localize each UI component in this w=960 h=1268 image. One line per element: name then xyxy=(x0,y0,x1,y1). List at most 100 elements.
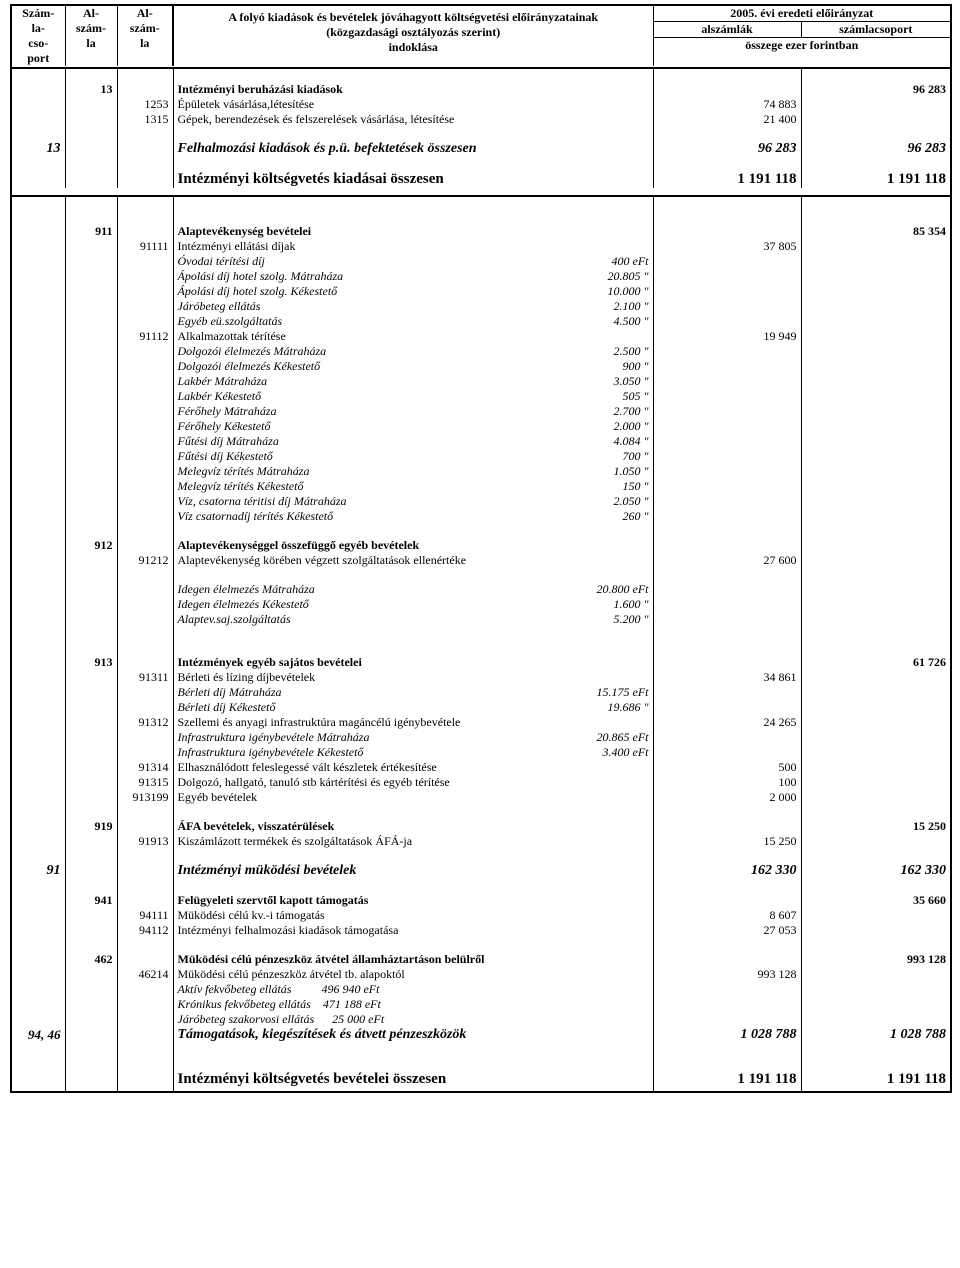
row-919: 919 ÁFA bevételek, visszatérülések 15 25… xyxy=(11,819,951,834)
v1: 15 250 xyxy=(653,834,801,849)
hdr-col1-3: cso- xyxy=(12,36,65,51)
row-462: 462 Müködési célú pénzeszköz átvétel áll… xyxy=(11,952,951,967)
row-91-total: 91 Intézményi müködési bevételek 162 330… xyxy=(11,863,951,879)
row-91314: 91314 Elhasználódott feleslegessé vált k… xyxy=(11,760,951,775)
v2: 1 191 118 xyxy=(801,171,951,188)
detail-row: Férőhely Kékestető2.000 " xyxy=(11,419,951,434)
detail-row: Dolgozói élelmezés Mátraháza2.500 " xyxy=(11,344,951,359)
row-13-header: 13 Intézményi beruházási kiadások 96 283 xyxy=(11,82,951,97)
desc: Bérleti és lízing díjbevételek xyxy=(173,670,653,685)
row-1315: 1315 Gépek, berendezések és felszerelése… xyxy=(11,112,951,127)
row-912: 912 Alaptevékenységgel összefüggő egyéb … xyxy=(11,538,951,553)
c2: 919 xyxy=(65,819,117,834)
desc: Intézményi ellátási díjak xyxy=(173,239,653,254)
hdr-title1: A folyó kiadások és bevételek jóváhagyot… xyxy=(174,10,653,25)
v2: 1 028 788 xyxy=(801,1027,951,1043)
hdr-col2-2: szám- xyxy=(66,21,117,36)
v1: 27 053 xyxy=(653,923,801,938)
v1: 100 xyxy=(653,775,801,790)
v1: 2 000 xyxy=(653,790,801,805)
desc: Támogatások, kiegészítések és átvett pén… xyxy=(173,1027,653,1043)
hdr-col2-3: la xyxy=(66,36,117,51)
c3: 1253 xyxy=(117,97,173,112)
v2: 1 191 118 xyxy=(801,1071,951,1088)
c3: 94111 xyxy=(117,908,173,923)
c2: 911 xyxy=(65,224,117,239)
detail-row: Víz csatornadíj térítés Kékestető260 " xyxy=(11,509,951,524)
v2: 85 354 xyxy=(801,224,951,239)
c3: 94112 xyxy=(117,923,173,938)
hdr-sub3: összege ezer forintban xyxy=(653,38,951,67)
desc: Szellemi és anyagi infrastruktúra magánc… xyxy=(173,715,653,730)
v1: 8 607 xyxy=(653,908,801,923)
hdr-title2: (közgazdasági osztályozás szerint) xyxy=(174,25,653,40)
detail-row: Melegvíz térítés Mátraháza1.050 " xyxy=(11,464,951,479)
c3: 913199 xyxy=(117,790,173,805)
v2: 993 128 xyxy=(801,952,951,967)
v1: 1 191 118 xyxy=(653,1071,801,1088)
c1: 13 xyxy=(11,141,65,157)
c2: 13 xyxy=(65,82,117,97)
row-bevetel-osszesen: Intézményi költségvetés bevételei összes… xyxy=(11,1071,951,1088)
detail-row: Víz, csatorna téritisi díj Mátraháza2.05… xyxy=(11,494,951,509)
c2: 912 xyxy=(65,538,117,553)
detail-row: Óvodai térítési díj400 eFt xyxy=(11,254,951,269)
c3: 91112 xyxy=(117,329,173,344)
desc: Alaptevékenység körében végzett szolgált… xyxy=(173,553,653,568)
c3: 91314 xyxy=(117,760,173,775)
detail-row: Infrastruktura igénybevétele Mátraháza20… xyxy=(11,730,951,745)
hdr-col2-1: Al- xyxy=(66,6,117,21)
desc: Intézményi müködési bevételek xyxy=(173,863,653,879)
desc: Alaptevékenységgel összefüggő egyéb bevé… xyxy=(173,538,653,553)
v2: 96 283 xyxy=(801,82,951,97)
v1: 993 128 xyxy=(653,967,801,982)
v1: 162 330 xyxy=(653,863,801,879)
detail-row: Bérleti díj Kékestető19.686 " xyxy=(11,700,951,715)
desc: Elhasználódott feleslegessé vált készlet… xyxy=(173,760,653,775)
v1: 34 861 xyxy=(653,670,801,685)
detail-row: Krónikus fekvőbeteg ellátás 471 188 eFt xyxy=(11,997,951,1012)
desc: Müködési célú pénzeszköz átvétel államhá… xyxy=(173,952,653,967)
detail-row: Dolgozói élelmezés Kékestető900 " xyxy=(11,359,951,374)
row-91315: 91315 Dolgozó, hallgató, tanuló stb kárt… xyxy=(11,775,951,790)
c3: 1315 xyxy=(117,112,173,127)
hdr-col1-4: port xyxy=(12,51,65,66)
hdr-col1-2: la- xyxy=(12,21,65,36)
row-911: 911 Alaptevékenység bevételei 85 354 xyxy=(11,224,951,239)
row-94-total: 94, 46 Támogatások, kiegészítések és átv… xyxy=(11,1027,951,1043)
v1: 1 028 788 xyxy=(653,1027,801,1043)
v1: 19 949 xyxy=(653,329,801,344)
v1: 21 400 xyxy=(653,112,801,127)
v1: 500 xyxy=(653,760,801,775)
hdr-col3-2: szám- xyxy=(118,21,173,36)
desc: Épületek vásárlása,létesítése xyxy=(173,97,653,112)
hdr-col1-1: Szám- xyxy=(12,6,65,21)
v1: 1 191 118 xyxy=(653,171,801,188)
c3: 91312 xyxy=(117,715,173,730)
budget-table: Szám- la- cso- port Al- szám- la Al- szá… xyxy=(10,4,952,1093)
c3: 91311 xyxy=(117,670,173,685)
row-13-total: 13 Felhalmozási kiadások és p.ü. befekte… xyxy=(11,141,951,157)
row-941: 941 Felügyeleti szervtől kapott támogatá… xyxy=(11,893,951,908)
detail-row: Lakbér Kékestető505 " xyxy=(11,389,951,404)
detail-row: Járóbeteg szakorvosi ellátás 25 000 eFt xyxy=(11,1012,951,1027)
v1: 27 600 xyxy=(653,553,801,568)
hdr-col3-3: la xyxy=(118,36,173,51)
c3: 46214 xyxy=(117,967,173,982)
c2: 941 xyxy=(65,893,117,908)
desc: Intézményi felhalmozási kiadások támogat… xyxy=(173,923,653,938)
row-91212: 91212 Alaptevékenység körében végzett sz… xyxy=(11,553,951,568)
c3: 91212 xyxy=(117,553,173,568)
v1: 37 805 xyxy=(653,239,801,254)
c3: 91111 xyxy=(117,239,173,254)
desc: Müködési célú kv.-i támogatás xyxy=(173,908,653,923)
v2: 61 726 xyxy=(801,655,951,670)
desc: Intézmények egyéb sajátos bevételei xyxy=(173,655,653,670)
c2: 462 xyxy=(65,952,117,967)
row-913: 913 Intézmények egyéb sajátos bevételei … xyxy=(11,655,951,670)
detail-row: Idegen élelmezés Mátraháza20.800 eFt xyxy=(11,582,951,597)
c3: 91913 xyxy=(117,834,173,849)
c2: 913 xyxy=(65,655,117,670)
detail-row: Idegen élelmezés Kékestető1.600 " xyxy=(11,597,951,612)
detail-row: Bérleti díj Mátraháza15.175 eFt xyxy=(11,685,951,700)
